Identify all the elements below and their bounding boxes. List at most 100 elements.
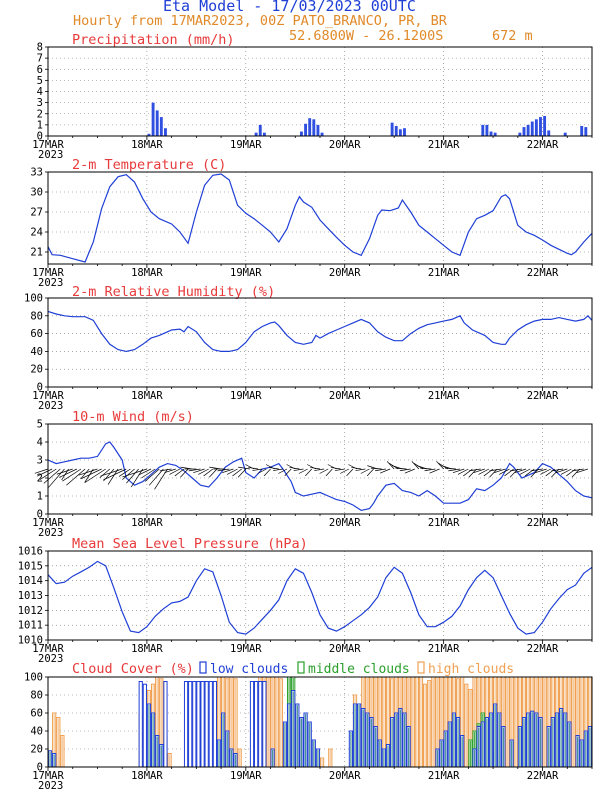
wind-arrow xyxy=(399,468,411,472)
x-day-label: 21MAR xyxy=(428,643,460,655)
x-day-label: 21MAR xyxy=(428,517,460,529)
cloud-bar-fill xyxy=(407,678,410,767)
wind-arrow xyxy=(278,468,288,474)
y-tick-label: 2 xyxy=(37,108,43,120)
cloud-bar-low xyxy=(200,681,205,768)
wind-arrow xyxy=(325,468,333,477)
wind-arrow xyxy=(284,468,292,477)
cloud-bar-fill xyxy=(239,750,241,767)
temp-line xyxy=(47,173,593,263)
y-tick-label: 5 xyxy=(37,75,43,87)
cloud-bar-low xyxy=(163,681,168,768)
x-day-label: 18MAR xyxy=(131,517,163,529)
cloud-bar-low xyxy=(208,681,213,768)
cloud-bar-fill xyxy=(457,718,459,767)
cloud-bar-fill xyxy=(156,678,158,767)
cloud-bar-low xyxy=(258,681,263,768)
wind-arrow xyxy=(141,468,156,479)
cloud-bar-fill xyxy=(329,750,331,767)
y-tick-label: 6 xyxy=(37,64,43,76)
x-year-label: 2023 xyxy=(38,527,63,539)
cloud-bar-fill xyxy=(453,714,455,767)
x-day-label: 20MAR xyxy=(329,267,361,279)
wind-arrow xyxy=(473,468,485,474)
panel-mslp: 1010 1011 1012 1013 1014 1015 1016 17MAR 18MAR 19… xyxy=(18,536,593,665)
y-tick-label: 1 xyxy=(37,119,43,131)
x-day-label: 22MAR xyxy=(527,139,559,151)
wind-arrow xyxy=(555,468,568,474)
wind-arrow xyxy=(395,467,407,470)
wind-arrow xyxy=(122,468,135,480)
cloud-bar-fill xyxy=(440,678,443,767)
cloud-bar-fill xyxy=(309,723,311,767)
subtitle: Hourly from 17MAR2023, 00Z PATO_BRANCO, … xyxy=(73,13,448,29)
x-day-label: 22MAR xyxy=(527,517,559,529)
wind-arrow xyxy=(379,468,391,474)
cloud-bar-fill xyxy=(370,718,373,767)
legend-swatch xyxy=(417,661,425,674)
cloud-bar-fill xyxy=(473,678,476,767)
cloud-bar-fill xyxy=(399,709,401,767)
wind-arrow xyxy=(193,468,205,474)
wind-arrow xyxy=(530,468,539,478)
cloud-bar-fill xyxy=(383,678,385,767)
wind-arrow xyxy=(360,468,370,474)
wind-arrow xyxy=(237,468,247,478)
cloud-bar-fill xyxy=(576,678,579,767)
wind-arrow xyxy=(571,468,584,472)
x-day-label: 22MAR xyxy=(527,770,559,782)
cloud-bar-fill xyxy=(160,745,162,767)
cloud-bar-fill xyxy=(383,750,385,767)
cloud-bar-fill xyxy=(478,678,480,767)
cloud-bar-fill xyxy=(465,685,467,767)
cloud-bar-fill xyxy=(473,750,476,767)
precip-bar xyxy=(300,131,303,136)
x-day-label: 19MAR xyxy=(230,267,262,279)
x-day-label: 19MAR xyxy=(230,643,262,655)
wind-arrow xyxy=(164,468,176,474)
cloud-bar-fill xyxy=(581,678,583,767)
cloud-bar-fill xyxy=(519,678,521,767)
y-tick-label: 0 xyxy=(37,509,43,521)
cloud-bar-fill xyxy=(502,678,505,767)
cloud-bar-fill xyxy=(432,678,434,767)
legend-swatch xyxy=(199,661,207,674)
wind-arrow xyxy=(545,468,556,477)
wind-arrow xyxy=(84,468,94,483)
cloud-bar-fill xyxy=(515,678,517,767)
precip-bar xyxy=(398,129,402,136)
y-tick-label: 60 xyxy=(30,708,43,720)
x-day-label: 17MAR xyxy=(32,390,64,402)
wind-arrow xyxy=(78,468,98,476)
x-day-label: 21MAR xyxy=(428,770,460,782)
cloud-bar-fill xyxy=(461,678,463,767)
x-day-label: 20MAR xyxy=(329,390,361,402)
x-day-label: 19MAR xyxy=(230,517,262,529)
cloud-bar-fill xyxy=(375,727,377,767)
cloud-bar-low xyxy=(212,681,218,768)
cloud-bar-fill xyxy=(543,678,546,767)
y-tick-label: 1010 xyxy=(18,635,43,647)
precip-bar xyxy=(485,124,489,136)
wind-arrow xyxy=(232,468,242,477)
cloud-bar-fill xyxy=(230,678,233,767)
wind-arrow xyxy=(107,468,119,485)
wind-arrow xyxy=(404,468,415,474)
cloud-bar-fill xyxy=(160,679,162,767)
panel-cloud: 0 20 40 60 80 100 17MAR 18MAR 19MAR 20MAR 21MAR 22M… xyxy=(24,661,593,792)
x-year-label: 2023 xyxy=(38,400,63,412)
cloud-bar-fill xyxy=(234,754,237,767)
wind-arrow xyxy=(375,468,386,472)
wind-arrow xyxy=(319,468,329,474)
wind-arrow xyxy=(310,467,321,470)
wind-arrow xyxy=(80,468,90,480)
cloud-bar-fill xyxy=(53,754,55,767)
panel-title: Cloud Cover (%) xyxy=(72,661,194,677)
wind-arrow xyxy=(159,468,172,472)
cloud-bar-fill xyxy=(300,718,303,767)
cloud-bar-fill xyxy=(523,718,525,767)
cloud-bar-fill xyxy=(424,685,426,767)
wind-arrow xyxy=(576,468,588,474)
y-tick-label: 3 xyxy=(37,455,43,467)
